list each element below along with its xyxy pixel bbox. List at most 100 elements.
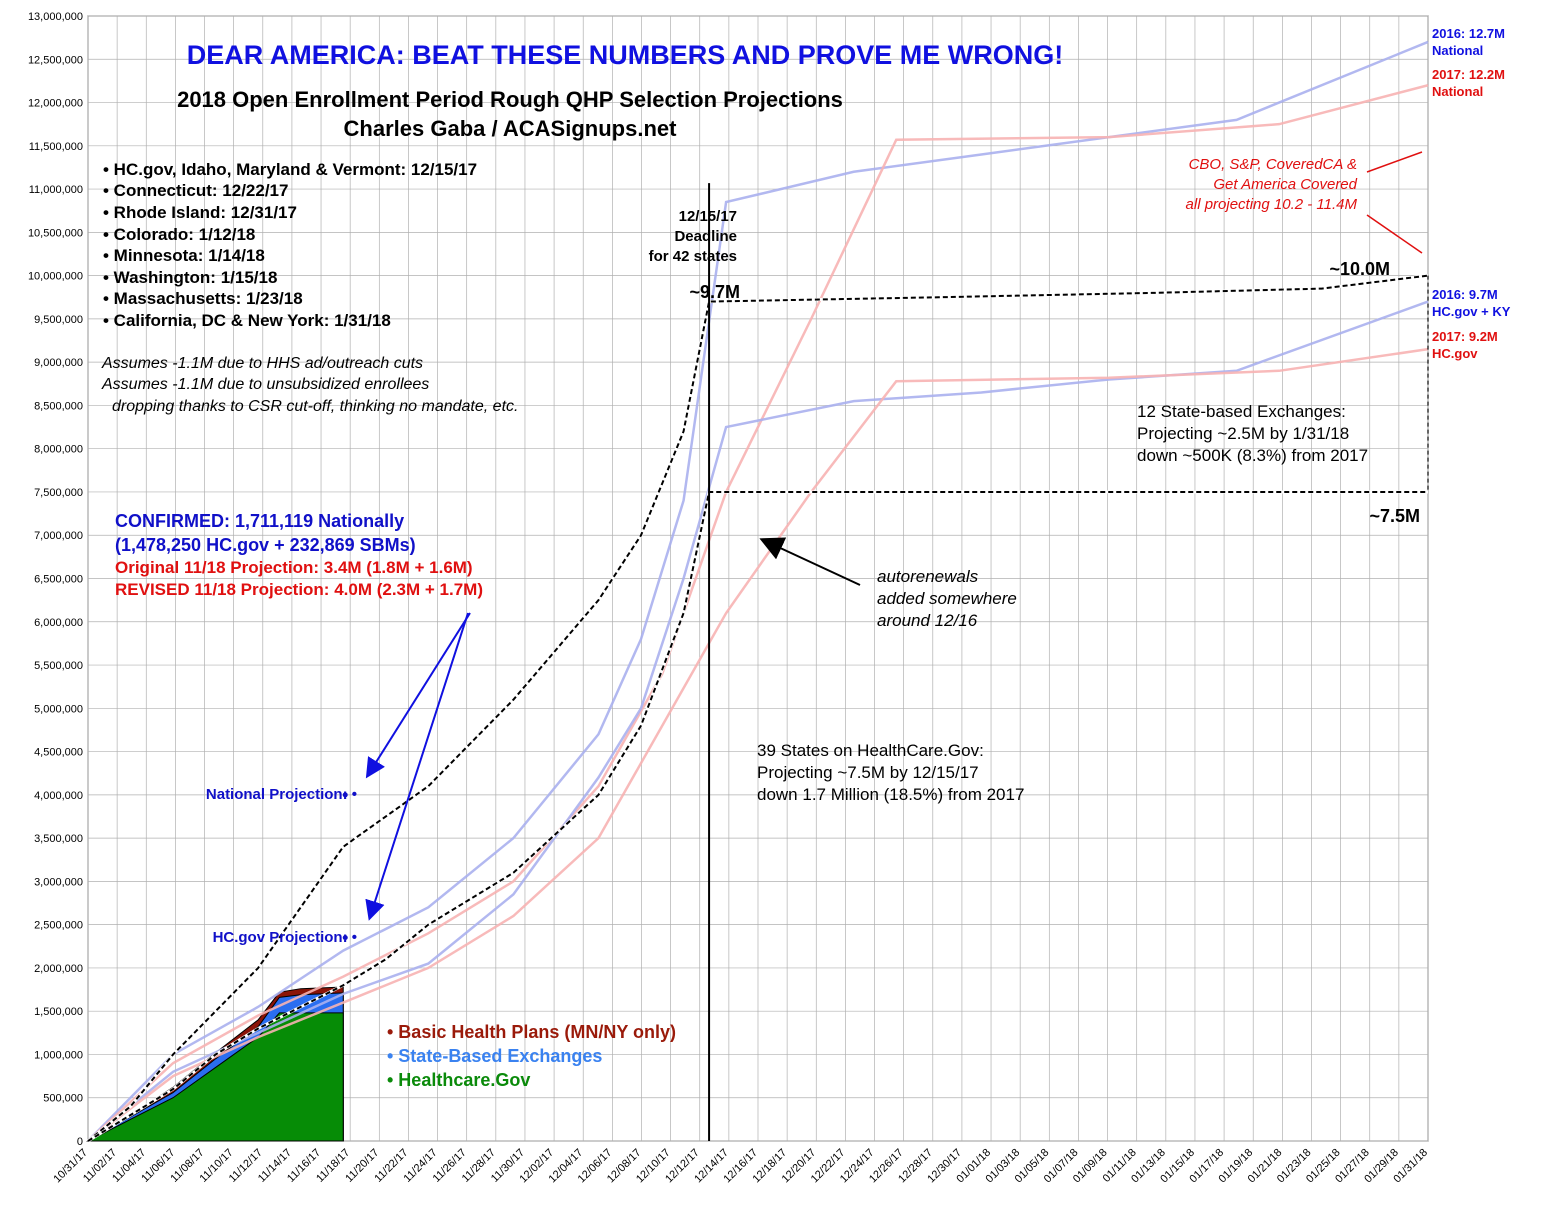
arrow-to-national [365,612,471,779]
line-hc-gov-projection [87,490,1428,1142]
y-axis-ticks: 0 500,000 1,000,000 1,500,000 2,000,000 2,500… [28,11,83,1148]
y-tick-label: 0 [77,1136,83,1148]
side-labels: 2016: 12.7M National 2017: 12.2M Nationa… [1432,26,1511,361]
bullet-item: • Washington: 1/15/18 [103,268,277,287]
bullet-item: • HC.gov, Idaho, Maryland & Vermont: 12/… [103,160,477,179]
line-2016-9-7m-hc-gov-ky [87,300,1429,1142]
autorenewal-line: added somewhere [877,589,1017,608]
value-9-7m: ~9.7M [689,282,740,302]
x-axis-ticks: 10/31/1711/02/1711/04/1711/06/1711/08/17… [51,1147,1430,1186]
sbe-line: Projecting ~2.5M by 1/31/18 [1137,424,1349,443]
bullet-item: • Massachusetts: 1/23/18 [103,289,303,308]
y-tick-label: 2,000,000 [34,963,83,975]
arrow-to-hcgov [365,612,469,921]
chart-subtitle: Charles Gaba / ACASignups.net [344,116,678,141]
sbe-line: down ~500K (8.3%) from 2017 [1137,446,1368,465]
bullet-item: • Connecticut: 12/22/17 [103,181,288,200]
y-tick-label: 6,500,000 [34,574,83,586]
bullet-item: • Minnesota: 1/14/18 [103,246,265,265]
cbo-note: CBO, S&P, CoveredCA & Get America Covere… [1186,156,1358,213]
cbo-line: all projecting 10.2 - 11.4M [1186,196,1358,213]
bullet-item: • California, DC & New York: 1/31/18 [103,311,391,330]
value-7-5m: ~7.5M [1369,506,1420,526]
y-tick-label: 4,500,000 [34,747,83,759]
markers [342,183,1429,1141]
hcgov-line: 39 States on HealthCare.Gov: [757,741,984,760]
y-tick-label: 10,500,000 [28,227,83,239]
hcgov-line: Projecting ~7.5M by 12/15/17 [757,763,979,782]
y-tick-label: 4,000,000 [34,790,83,802]
side-label-2016-national: 2016: 12.7M [1432,26,1505,41]
line-2016-12-7m-national [87,40,1429,1142]
confirmed-line: CONFIRMED: 1,711,119 Nationally [115,511,404,531]
autorenewal-line: around 12/16 [877,611,978,630]
national-projection-label: National Projection: • [206,786,357,803]
y-tick-label: 5,500,000 [34,660,83,672]
grid-lines [87,15,1429,1142]
y-tick-label: 3,000,000 [34,876,83,888]
national-projection-dot [342,792,348,798]
y-tick-label: 1,000,000 [34,1049,83,1061]
y-tick-label: 500,000 [43,1093,83,1105]
deadline-line: Deadline [674,228,737,245]
legend-state-based: • State-Based Exchanges [387,1046,602,1066]
hcgov-line: down 1.7 Million (18.5%) from 2017 [757,785,1024,804]
hcgov-projection-dot [342,935,348,941]
autorenewal-note: autorenewals added somewhere around 12/1… [877,567,1017,630]
y-tick-label: 12,500,000 [28,54,83,66]
cbo-line-lower [1366,214,1423,254]
legend-basic-health: • Basic Health Plans (MN/NY only) [387,1022,676,1042]
cbo-line-upper [1366,151,1423,173]
deadline-line: 12/15/17 [679,208,737,225]
side-label-2017-hcgov: HC.gov [1432,346,1478,361]
deadline-line: for 42 states [649,248,737,265]
y-tick-label: 6,000,000 [34,617,83,629]
assumption-line: Assumes -1.1M due to HHS ad/outreach cut… [101,355,423,372]
y-tick-label: 2,500,000 [34,920,83,932]
value-10-0m: ~10.0M [1329,259,1390,279]
autorenewal-line: autorenewals [877,567,979,586]
y-tick-label: 12,000,000 [28,98,83,110]
side-label-2017-hcgov: 2017: 9.2M [1432,329,1498,344]
revised-projection: REVISED 11/18 Projection: 4.0M (2.3M + 1… [115,580,483,599]
chart-headline: DEAR AMERICA: BEAT THESE NUMBERS AND PRO… [187,40,1064,70]
line-national-projection [87,274,1429,1142]
bullet-item: • Rhode Island: 12/31/17 [103,203,297,222]
sbe-line: 12 State-based Exchanges: [1137,402,1346,421]
bullet-item: • Colorado: 1/12/18 [103,225,255,244]
assumption-line: Assumes -1.1M due to unsubsidized enroll… [101,376,429,393]
deadline-label: 12/15/17 Deadline for 42 states [649,208,737,265]
series-lines [87,40,1429,1143]
y-tick-label: 8,500,000 [34,400,83,412]
original-projection: Original 11/18 Projection: 3.4M (1.8M + … [115,558,473,577]
confirmed-detail: (1,478,250 HC.gov + 232,869 SBMs) [115,535,416,555]
legend-healthcare-gov: • Healthcare.Gov [387,1070,530,1090]
y-tick-label: 9,000,000 [34,357,83,369]
assumption-line: dropping thanks to CSR cut-off, thinking… [112,398,518,415]
hcgov-note: 39 States on HealthCare.Gov: Projecting … [757,741,1024,804]
line-2017-9-2m-hc-gov [87,347,1429,1142]
sbe-note: 12 State-based Exchanges: Projecting ~2.… [1137,402,1368,465]
side-label-2017-national: National [1432,84,1483,99]
cbo-line: CBO, S&P, CoveredCA & [1189,156,1357,173]
y-tick-label: 10,000,000 [28,271,83,283]
y-tick-label: 8,000,000 [34,444,83,456]
y-tick-label: 11,000,000 [29,184,83,196]
y-tick-label: 7,000,000 [34,530,83,542]
line-2017-12-2m-national [87,84,1429,1142]
side-label-2016-hcgov: HC.gov + KY [1432,304,1511,319]
y-tick-label: 11,500,000 [29,141,83,153]
side-label-2016-hcgov: 2016: 9.7M [1432,287,1498,302]
y-tick-label: 5,000,000 [34,703,83,715]
deadline-bullets: • HC.gov, Idaho, Maryland & Vermont: 12/… [103,160,477,330]
cbo-line: Get America Covered [1213,176,1357,193]
hcgov-projection-label: HC.gov Projection: • [213,929,357,946]
y-tick-label: 3,500,000 [34,833,83,845]
y-tick-label: 9,500,000 [34,314,83,326]
assumptions: Assumes -1.1M due to HHS ad/outreach cut… [101,355,518,415]
area-healthcare-gov [87,1012,344,1142]
chart-title: 2018 Open Enrollment Period Rough QHP Se… [177,87,843,112]
y-tick-label: 7,500,000 [34,487,83,499]
confirmed-block: CONFIRMED: 1,711,119 Nationally (1,478,2… [115,511,483,599]
